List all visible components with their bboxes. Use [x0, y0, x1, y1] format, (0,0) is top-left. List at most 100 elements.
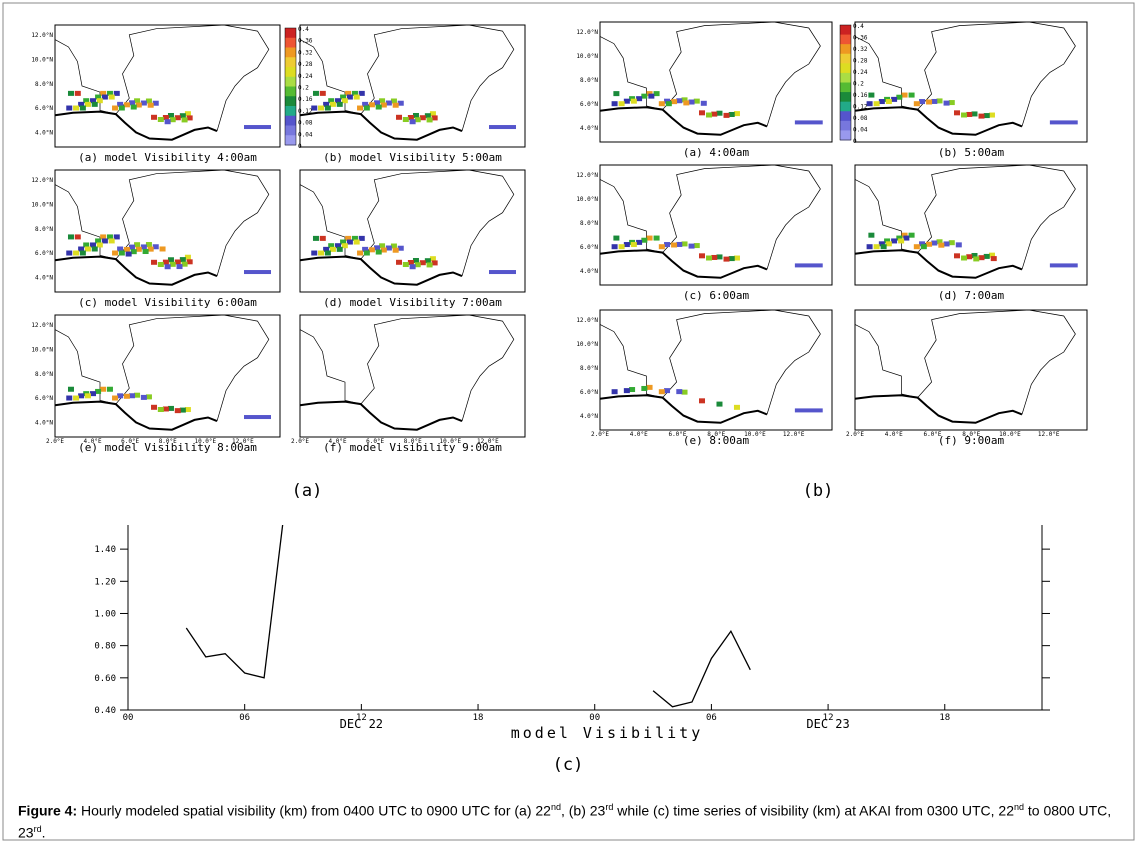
map-coast	[54, 110, 218, 141]
fog-patch	[151, 404, 158, 410]
map-coast	[299, 110, 463, 141]
map-border	[599, 309, 821, 415]
fog-patch	[723, 112, 730, 118]
fog-patch	[711, 111, 718, 117]
fog-patch	[152, 244, 159, 250]
fog-patch	[176, 264, 183, 270]
fog-patch	[681, 389, 688, 395]
fog-patch	[971, 111, 978, 117]
fog-patch	[676, 98, 683, 104]
map-frame	[299, 24, 526, 148]
fog-patch	[431, 260, 438, 266]
fog-patch	[335, 98, 342, 104]
colorbar-cell	[285, 37, 296, 48]
colorbar-label: 0.04	[298, 131, 313, 138]
fog-patch	[164, 119, 171, 125]
fog-patch	[426, 117, 433, 123]
series-line	[652, 629, 751, 708]
fog-patch	[353, 94, 360, 100]
colorbar-label: 0.16	[853, 92, 868, 99]
fog-patch	[186, 115, 193, 121]
fog-patch	[95, 238, 102, 244]
fog-patch	[108, 94, 115, 100]
lat-label: 8.0°N	[580, 220, 598, 227]
fog-patch	[426, 262, 433, 268]
fog-patch	[84, 246, 91, 252]
fog-patch	[611, 244, 618, 250]
fog-patch	[683, 100, 690, 106]
colorbar-cell	[285, 106, 296, 117]
lat-label: 6.0°N	[35, 395, 53, 402]
fog-patch	[613, 91, 620, 97]
fog-patch	[112, 250, 119, 256]
fog-patch	[954, 110, 961, 116]
caption-text: to 0800 UTC, 23	[18, 802, 1112, 841]
colorbar-label: 0.04	[853, 127, 868, 134]
fog-patch	[402, 262, 409, 268]
fog-patch	[681, 241, 688, 247]
fog-patch	[174, 259, 181, 265]
fog-patch	[611, 389, 618, 395]
map-title: (c) 6:00am	[683, 289, 750, 302]
lat-label: 12.0°N	[31, 177, 53, 184]
fog-patch	[66, 105, 73, 111]
map-border	[299, 169, 515, 277]
fog-patch	[311, 250, 318, 256]
fog-patch	[873, 101, 880, 107]
fog-patch	[128, 393, 135, 399]
colorbar-cell	[840, 111, 851, 122]
fog-patch	[385, 100, 392, 106]
map-border	[854, 164, 1076, 270]
colorbar-label: 0.12	[853, 104, 868, 111]
fog-patch	[336, 246, 343, 252]
lon-label: 2.0°E	[846, 431, 864, 438]
fog-patch	[611, 101, 618, 107]
fog-patch	[90, 98, 97, 104]
fog-patch	[186, 259, 193, 265]
colorbar-cell	[840, 82, 851, 93]
fog-patch	[179, 113, 186, 119]
lat-label: 12.0°N	[576, 317, 598, 324]
fog-patch	[385, 245, 392, 251]
fog-patch	[419, 115, 426, 121]
fog-patch	[954, 253, 961, 259]
lon-label: 2.0°E	[46, 438, 64, 445]
fog-patch	[345, 235, 352, 241]
lat-label: 10.0°N	[576, 196, 598, 203]
fog-patch	[630, 242, 637, 248]
map-title: (b) model Visibility 5:00am	[323, 151, 502, 164]
map-title: (f) 9:00am	[938, 434, 1005, 447]
fog-patch	[723, 256, 730, 262]
fog-patch	[868, 232, 875, 238]
fog-patch	[794, 120, 823, 125]
colorbar-cell	[285, 96, 296, 107]
fog-patch	[966, 254, 973, 260]
fog-patch	[938, 242, 945, 248]
lat-label: 6.0°N	[580, 244, 598, 251]
lon-label: 10.0°E	[744, 431, 766, 438]
fog-patch	[402, 117, 409, 123]
lat-label: 10.0°N	[31, 346, 53, 353]
date-label: DEC 23	[806, 717, 849, 731]
fog-patch	[140, 244, 147, 250]
fog-patch	[100, 90, 107, 96]
fog-patch	[181, 261, 188, 267]
lon-label: 10.0°E	[439, 438, 461, 445]
fog-patch	[733, 255, 740, 261]
lon-label: 10.0°E	[194, 438, 216, 445]
fog-patch	[101, 94, 108, 100]
fog-patch	[688, 243, 695, 249]
fog-patch	[134, 392, 141, 398]
y-tick-label: 0.60	[94, 674, 116, 684]
colorbar-frame	[839, 24, 852, 141]
fog-patch	[424, 113, 431, 119]
fog-patch	[866, 244, 873, 250]
lon-label: 8.0°E	[404, 438, 422, 445]
fog-patch	[671, 242, 678, 248]
lat-label: 6.0°N	[35, 250, 53, 257]
fog-patch	[318, 250, 325, 256]
fog-patch	[901, 92, 908, 98]
lat-label: 10.0°N	[31, 56, 53, 63]
fog-patch	[919, 241, 926, 247]
fog-patch	[184, 407, 191, 413]
